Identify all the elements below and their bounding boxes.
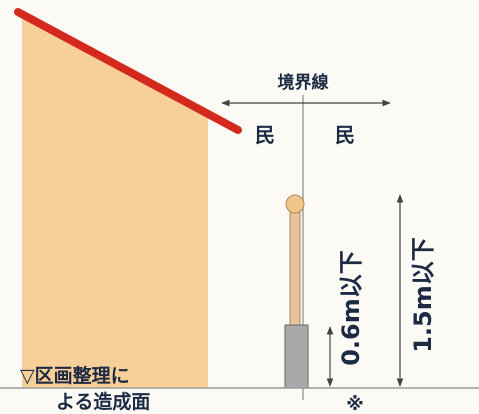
building — [22, 16, 208, 388]
roof-line — [14, 8, 242, 134]
boundary-label: 境界線 — [278, 72, 329, 93]
ground-label-1: ▽区画整理に — [20, 364, 130, 387]
fence-base — [284, 324, 309, 389]
note-mark: ※ — [346, 394, 364, 414]
fence-post — [289, 211, 301, 328]
fence-ball — [285, 194, 305, 214]
left-owner: 民 — [255, 123, 275, 147]
right-owner: 民 — [335, 123, 355, 147]
ground-label-2: よる造成面 — [56, 390, 150, 413]
high-limit-label: 1.5m以下 — [409, 237, 437, 353]
low-limit-label: 0.6m以下 — [337, 250, 365, 366]
